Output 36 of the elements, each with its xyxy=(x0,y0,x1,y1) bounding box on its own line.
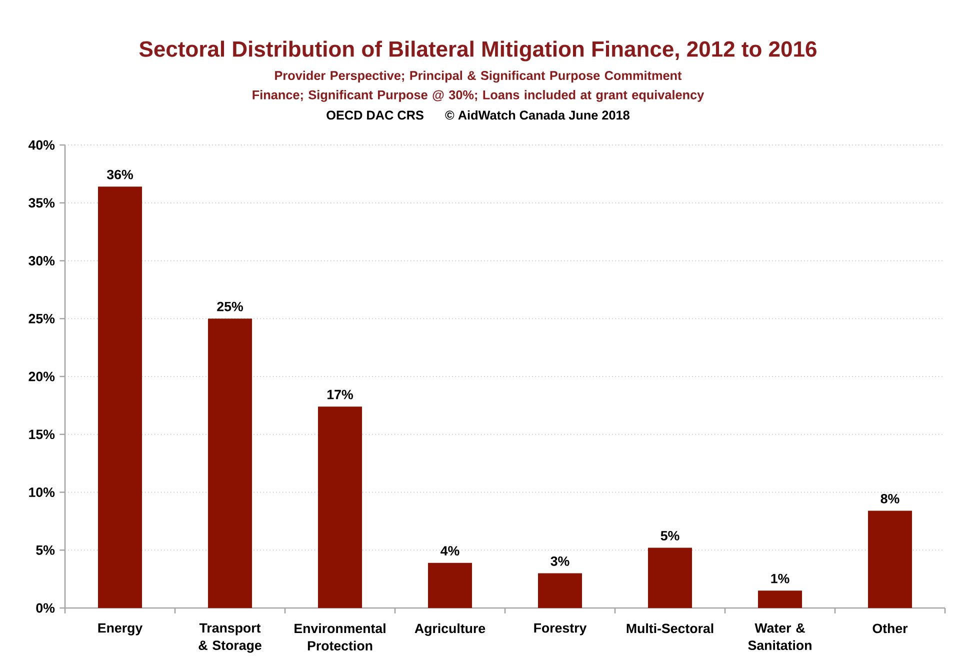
bar xyxy=(538,573,582,608)
bar xyxy=(868,510,912,608)
x-tick-label: Agriculture xyxy=(414,623,486,636)
data-label: 3% xyxy=(550,556,570,566)
x-tick-label: Multi-Sectoral xyxy=(626,623,714,634)
y-tick-label: 35% xyxy=(28,198,55,208)
x-tick-label: Forestry xyxy=(534,623,587,636)
x-tick-label: Transport & Storage xyxy=(198,623,262,653)
y-tick-label: 10% xyxy=(29,488,55,497)
y-tick-label: 20% xyxy=(28,372,55,382)
y-tick-label: 0% xyxy=(36,603,55,613)
data-label: 25% xyxy=(217,302,243,312)
y-tick-label: 40% xyxy=(28,140,55,150)
y-tick-label: 5% xyxy=(36,545,55,555)
chart-title: Sectoral Distribution of Bilateral Mitigation Finance, 2012 to 2016 xyxy=(139,40,816,62)
y-tick-label: 25% xyxy=(28,314,55,324)
data-label: 36% xyxy=(106,170,133,180)
data-label: 17% xyxy=(327,390,353,400)
y-tick-label: 30% xyxy=(28,256,55,266)
bar xyxy=(98,186,142,608)
x-tick-label: Energy xyxy=(98,623,143,636)
x-tick-label: Water & Sanitation xyxy=(748,623,812,650)
bar xyxy=(428,562,472,608)
y-tick-label: 15% xyxy=(29,430,55,440)
data-label: 4% xyxy=(440,546,460,556)
data-label: 1% xyxy=(771,574,790,584)
x-tick-label: Environmental Protection xyxy=(294,623,386,650)
bar xyxy=(648,548,692,608)
x-tick-label: Other xyxy=(872,623,908,634)
data-label: 5% xyxy=(660,531,680,540)
bar xyxy=(318,406,362,608)
bar xyxy=(758,590,802,608)
bar xyxy=(208,318,252,608)
data-label: 8% xyxy=(880,494,900,504)
text: OECD DAC CRS © AidWatch Canada June 2018 xyxy=(326,110,630,120)
chart-subtitle: Provider Perspective; Principal & Significant Purpose Commitment Finance; Significant Purpose @ 30%; Loans included at grant equivalency xyxy=(252,70,704,102)
